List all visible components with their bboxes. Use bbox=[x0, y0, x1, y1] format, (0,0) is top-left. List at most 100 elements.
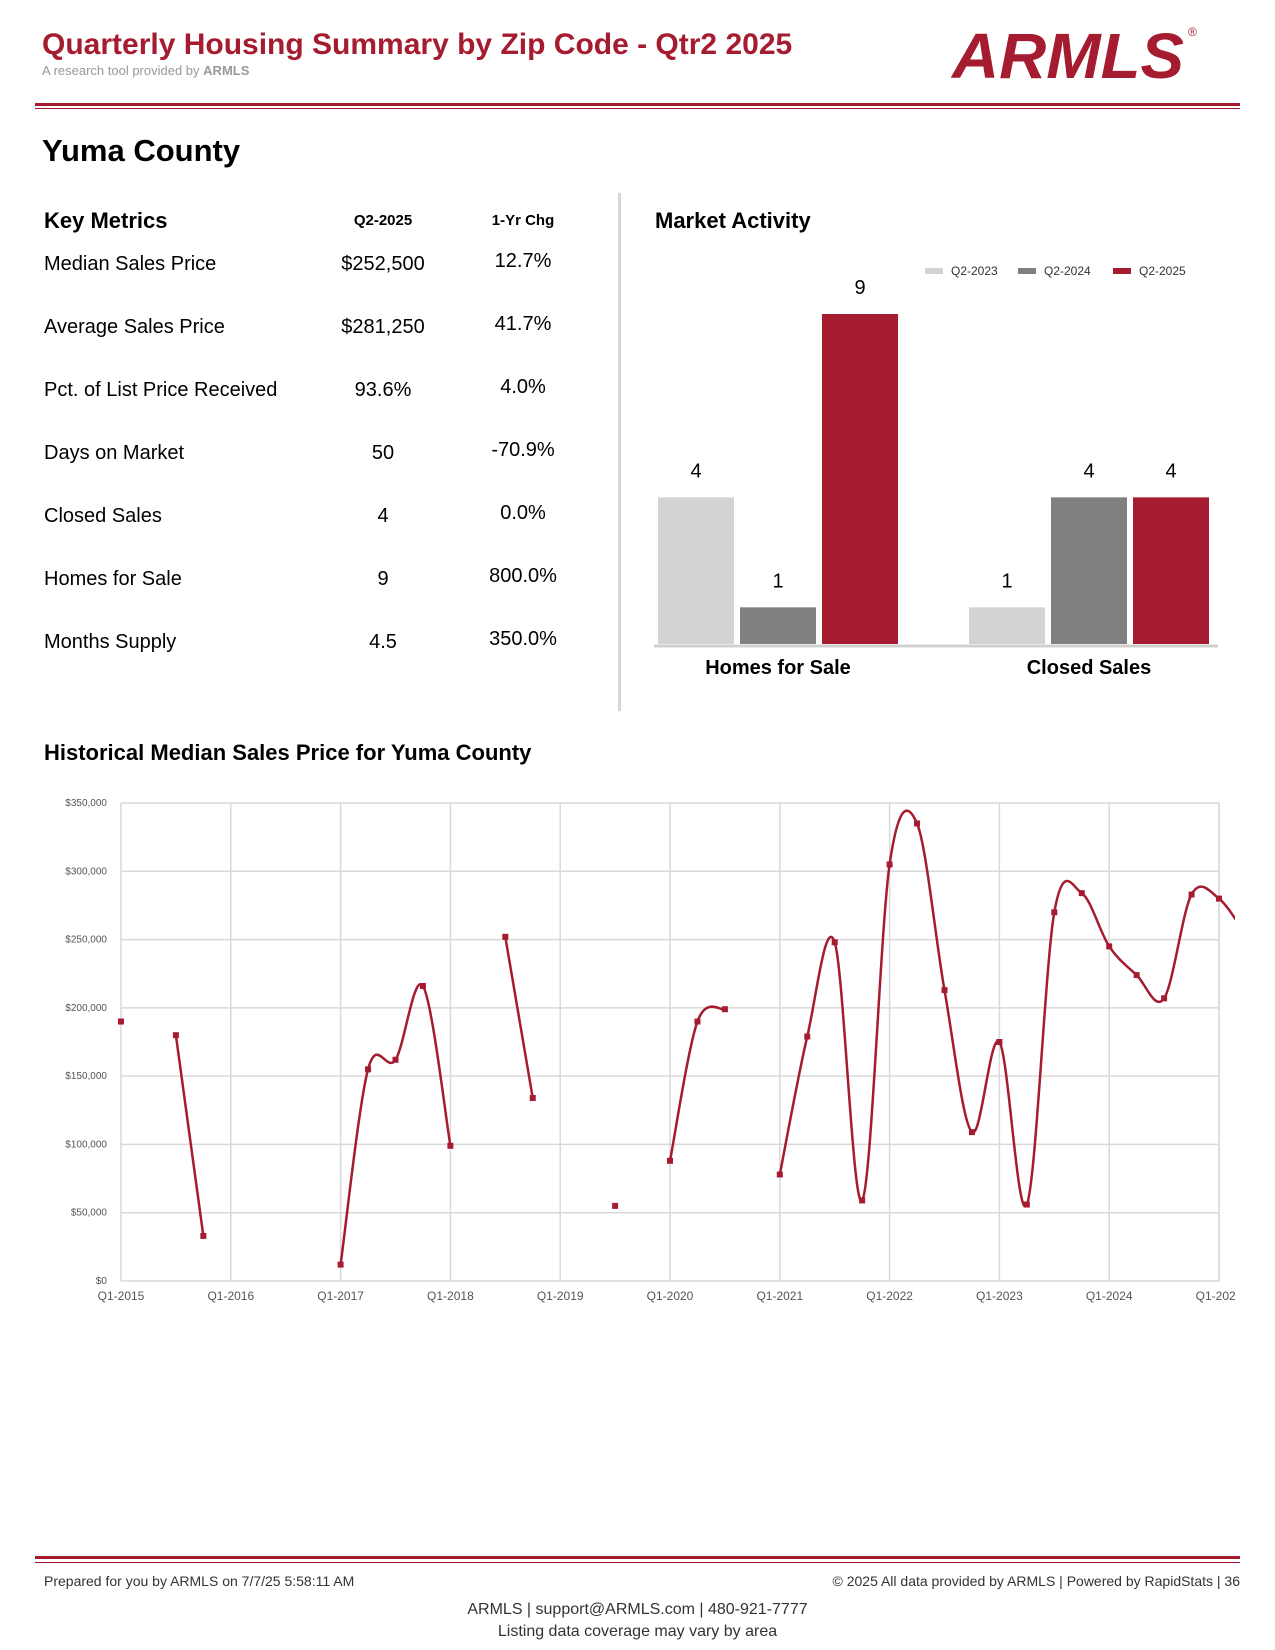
data-point bbox=[831, 939, 838, 946]
metric-value: 93.6% bbox=[354, 379, 412, 401]
data-point bbox=[968, 1129, 975, 1136]
metric-value: 4.5 bbox=[369, 631, 397, 653]
data-point bbox=[419, 983, 426, 990]
footer-copyright: © 2025 All data provided by ARMLS | Powe… bbox=[832, 1573, 1241, 1589]
data-point bbox=[337, 1261, 344, 1268]
metric-value: 4 bbox=[377, 505, 389, 527]
data-point bbox=[859, 1197, 866, 1204]
metric-value: $281,250 bbox=[341, 316, 425, 338]
bar-value-label: 1 bbox=[772, 570, 783, 592]
metric-value: 50 bbox=[371, 442, 395, 464]
data-point bbox=[200, 1232, 207, 1239]
x-tick-label: Q1-2021 bbox=[756, 1289, 803, 1303]
metric-change: 4.0% bbox=[500, 376, 546, 398]
data-point bbox=[502, 933, 509, 940]
bar-homes-for-sale-q2-2024 bbox=[740, 607, 816, 644]
data-point bbox=[365, 1066, 372, 1073]
data-point bbox=[694, 1018, 701, 1025]
x-tick-label: Q1-2016 bbox=[207, 1289, 254, 1303]
key-metrics-title: Key Metrics bbox=[44, 208, 168, 233]
series-line bbox=[504, 936, 534, 1099]
market-activity-chart: Q2-2023 Q2-2024 Q2-2025 4 1 9 Homes for Sale 1 4… bbox=[654, 264, 1218, 679]
data-point bbox=[776, 1171, 783, 1178]
y-tick-label: $250,000 bbox=[65, 935, 107, 946]
data-point bbox=[1078, 890, 1085, 897]
data-point bbox=[914, 820, 921, 827]
x-tick-label: Q1-2018 bbox=[427, 1289, 474, 1303]
bar-closed-sales-q2-2023 bbox=[969, 607, 1045, 644]
y-tick-label: $350,000 bbox=[65, 798, 107, 809]
x-tick-label: Q1-2017 bbox=[317, 1289, 364, 1303]
footer-rule-top bbox=[35, 1556, 1240, 1559]
legend-swatch-q2-2023 bbox=[925, 268, 943, 274]
data-point bbox=[392, 1056, 399, 1063]
data-point bbox=[1106, 943, 1113, 950]
x-tick-label: Q1-2022 bbox=[866, 1289, 913, 1303]
legend-label-q2-2023: Q2-2023 bbox=[951, 264, 998, 278]
county-name: Yuma County bbox=[42, 133, 241, 168]
data-point bbox=[1216, 895, 1222, 902]
logo-registered-mark: ® bbox=[1188, 25, 1197, 39]
y-tick-label: $200,000 bbox=[65, 1003, 107, 1014]
data-point bbox=[529, 1094, 536, 1101]
data-point bbox=[667, 1157, 673, 1164]
logo-text: ARMLS bbox=[950, 22, 1184, 84]
metric-value: 9 bbox=[377, 568, 389, 590]
y-tick-label: $300,000 bbox=[65, 866, 107, 877]
footer-coverage: Listing data coverage may vary by area bbox=[497, 1623, 778, 1640]
metric-change: 41.7% bbox=[494, 313, 552, 335]
metric-label: Median Sales Price bbox=[44, 253, 217, 275]
header-rule-top bbox=[35, 103, 1240, 106]
metric-change: 0.0% bbox=[500, 502, 546, 524]
legend-label-q2-2025: Q2-2025 bbox=[1139, 264, 1186, 278]
x-tick-label: Q1-2020 bbox=[647, 1289, 694, 1303]
y-tick-label: $150,000 bbox=[65, 1071, 107, 1082]
metric-label: Homes for Sale bbox=[44, 568, 182, 590]
data-point bbox=[1023, 1201, 1030, 1208]
legend-swatch-q2-2024 bbox=[1018, 268, 1036, 274]
footer-rule-bottom bbox=[35, 1562, 1240, 1563]
data-point bbox=[1188, 891, 1195, 898]
category-label-closed-sales: Closed Sales bbox=[1027, 657, 1152, 679]
header-rule-bottom bbox=[35, 108, 1240, 109]
series-line bbox=[174, 1035, 205, 1237]
historical-chart-title: Historical Median Sales Price for Yuma C… bbox=[44, 740, 532, 765]
footer-contact: ARMLS | support@ARMLS.com | 480-921-7777 bbox=[467, 1601, 808, 1618]
metric-label: Average Sales Price bbox=[44, 316, 225, 338]
col-head-value: Q2-2025 bbox=[353, 212, 413, 229]
x-tick-label: Q1-2024 bbox=[1086, 1289, 1133, 1303]
data-point bbox=[1133, 972, 1140, 979]
bar-value-label: 1 bbox=[1001, 570, 1012, 592]
bar-closed-sales-q2-2025 bbox=[1133, 497, 1209, 644]
metric-label: Months Supply bbox=[44, 631, 177, 653]
data-point bbox=[1051, 909, 1058, 916]
bar-value-label: 4 bbox=[1083, 460, 1094, 482]
bar-homes-for-sale-q2-2023 bbox=[658, 497, 734, 644]
armls-logo: ARMLS ® bbox=[950, 22, 1197, 84]
data-point bbox=[1161, 995, 1168, 1002]
data-point bbox=[172, 1032, 179, 1039]
report-title: Quarterly Housing Summary by Zip Code - … bbox=[42, 28, 793, 61]
series-line bbox=[339, 982, 452, 1265]
report-subtitle: A research tool provided by ARMLS bbox=[42, 63, 249, 78]
subtitle-prefix: A research tool provided by bbox=[42, 63, 200, 78]
data-point bbox=[118, 1018, 124, 1025]
data-point bbox=[996, 1039, 1003, 1045]
metric-change: 12.7% bbox=[494, 250, 552, 272]
footer-prepared: Prepared for you by ARMLS on 7/7/25 5:58… bbox=[44, 1573, 355, 1589]
subtitle-brand: ARMLS bbox=[203, 63, 250, 78]
market-activity-title: Market Activity bbox=[655, 208, 811, 233]
category-label-homes-for-sale: Homes for Sale bbox=[705, 657, 851, 679]
series-line bbox=[778, 809, 1235, 1208]
x-tick-label: Q1-2025 bbox=[1196, 1289, 1235, 1303]
data-point bbox=[804, 1033, 811, 1040]
series-line bbox=[668, 1005, 726, 1162]
x-tick-label: Q1-2023 bbox=[976, 1289, 1023, 1303]
metric-change: 800.0% bbox=[489, 565, 557, 587]
y-tick-label: $0 bbox=[96, 1276, 108, 1287]
metric-label: Pct. of List Price Received bbox=[44, 379, 278, 401]
metric-change: 350.0% bbox=[489, 628, 557, 650]
bar-value-label: 9 bbox=[854, 277, 865, 299]
legend-swatch-q2-2025 bbox=[1113, 268, 1131, 274]
data-point bbox=[886, 861, 893, 868]
